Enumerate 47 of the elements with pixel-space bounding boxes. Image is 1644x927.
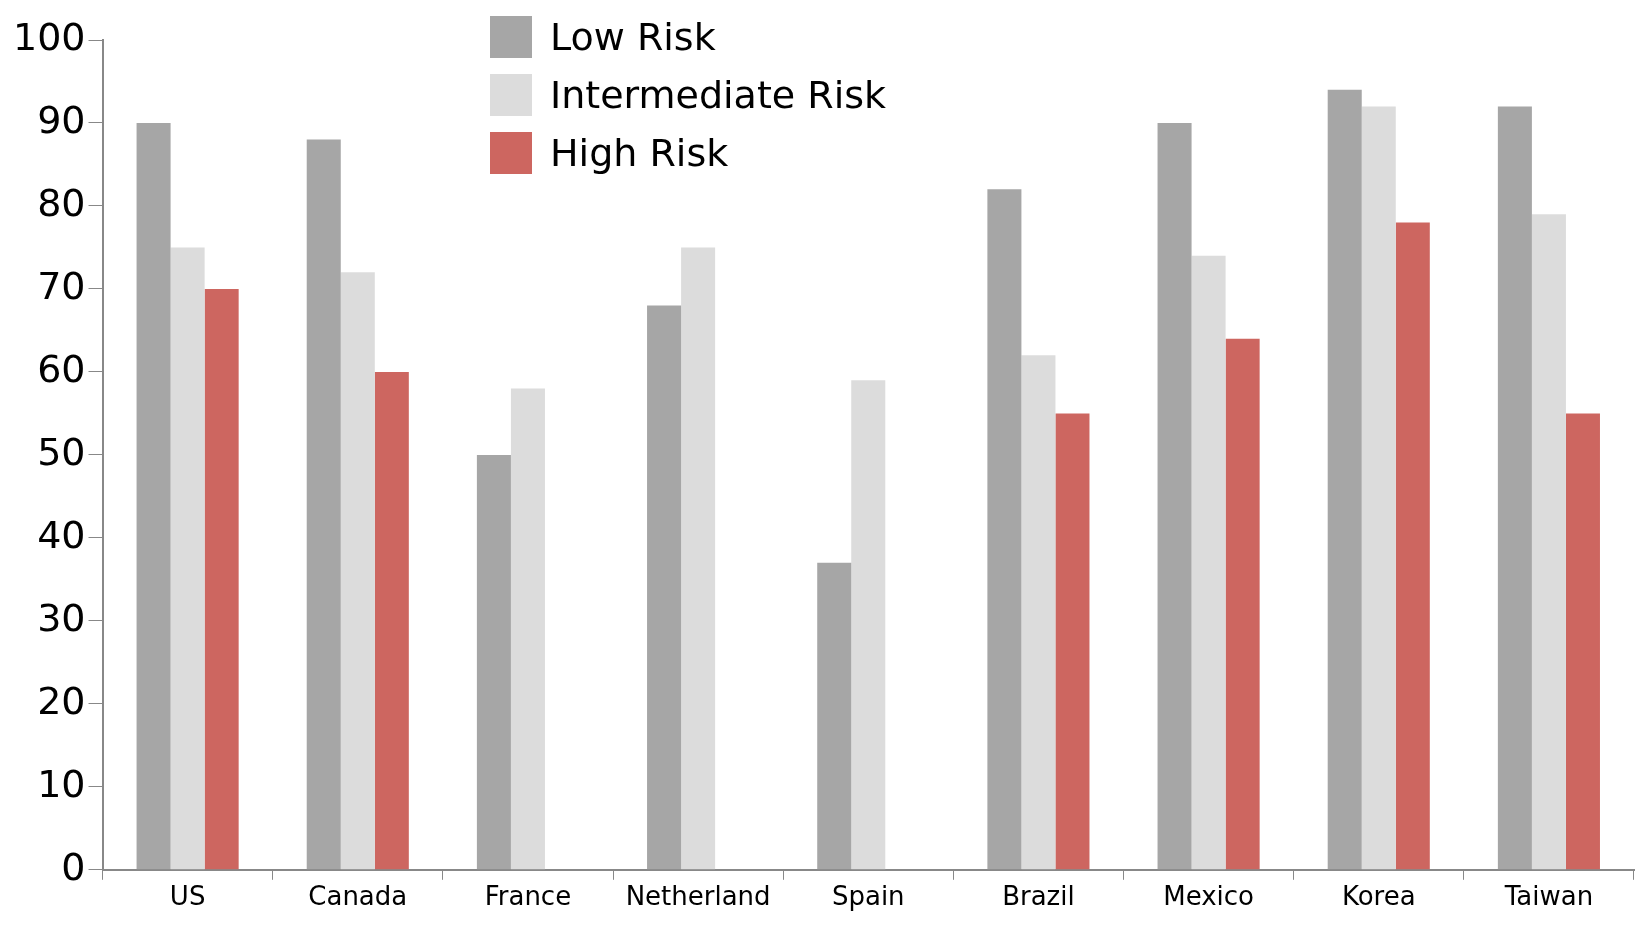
bar (374, 371, 409, 870)
bar (1565, 413, 1600, 870)
bar (476, 454, 511, 870)
x-tick-label: Korea (1341, 881, 1416, 912)
bar (987, 189, 1022, 870)
bar (1191, 255, 1226, 870)
bar (1055, 413, 1090, 870)
bar (1497, 106, 1532, 870)
bar (204, 288, 239, 870)
bar (817, 562, 852, 870)
x-tick-label: Taiwan (1503, 881, 1594, 912)
y-tick-label: 60 (37, 346, 86, 391)
x-tick-label: Mexico (1163, 881, 1254, 912)
y-tick-label: 100 (13, 14, 86, 59)
bar (1021, 355, 1056, 870)
bar (647, 305, 682, 870)
x-tick-label: Brazil (1002, 881, 1075, 912)
bar (136, 122, 171, 870)
y-tick-label: 30 (37, 595, 86, 640)
x-tick-label: Netherland (625, 881, 771, 912)
y-tick-label: 90 (37, 97, 86, 142)
bar (851, 380, 886, 870)
x-tick-label: Canada (308, 881, 408, 912)
bar (170, 247, 205, 870)
y-tick-label: 0 (61, 844, 86, 889)
y-tick-label: 70 (37, 263, 86, 308)
bar (306, 139, 341, 870)
bar (510, 388, 545, 870)
bar (1157, 122, 1192, 870)
y-tick-label: 40 (37, 512, 86, 557)
x-tick-label: Spain (831, 881, 905, 912)
legend-label: Low Risk (550, 15, 716, 59)
bar (340, 272, 375, 870)
bar (681, 247, 716, 870)
legend-label: High Risk (550, 131, 729, 175)
legend-label: Intermediate Risk (550, 73, 887, 117)
bar (1225, 338, 1260, 870)
y-tick-label: 80 (37, 180, 86, 225)
y-tick-label: 10 (37, 761, 86, 806)
bar (1395, 222, 1430, 870)
x-tick-label: France (484, 881, 572, 912)
x-tick-label: US (169, 881, 206, 912)
bar (1531, 214, 1566, 870)
bar (1327, 89, 1362, 870)
y-tick-label: 50 (37, 429, 86, 474)
bar (1361, 106, 1396, 870)
y-tick-label: 20 (37, 678, 86, 723)
